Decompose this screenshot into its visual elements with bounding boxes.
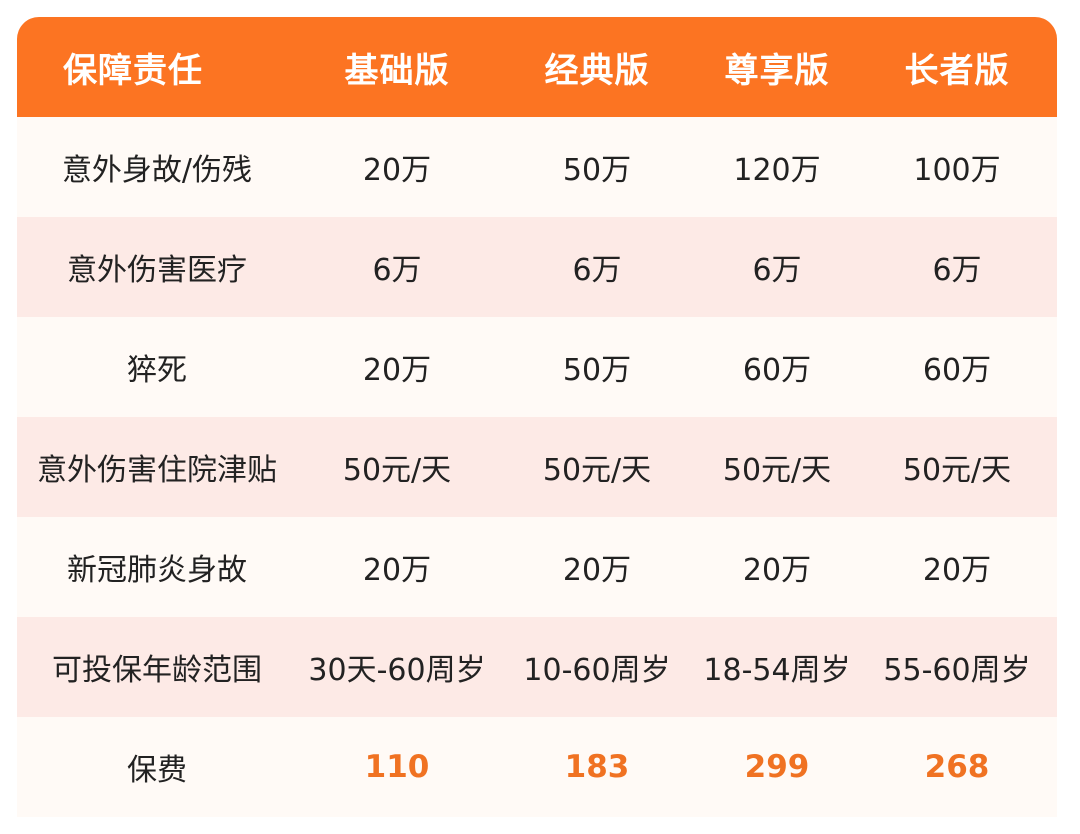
row-label: 保费 [127,753,187,788]
cell-premium: 50元/天 [722,453,832,488]
cell-premium: 120万 [733,153,821,188]
table-row: 意外身故/伤残 20万 50万 120万 100万 [17,117,1057,217]
cell-basic: 30天-60周岁 [308,653,486,688]
price-basic: 110 [364,749,430,785]
cell-classic: 6万 [572,253,622,288]
cell-senior: 50元/天 [902,453,1012,488]
table-row: 猝死 20万 50万 60万 60万 [17,317,1057,417]
cell-classic: 20万 [562,553,632,588]
header-senior-plan: 长者版 [904,50,1010,91]
cell-basic: 50元/天 [342,453,452,488]
cell-basic: 20万 [362,553,432,588]
cell-senior: 6万 [932,253,982,288]
price-classic: 183 [564,749,630,785]
header-premium-plan: 尊享版 [724,50,830,91]
row-label: 意外伤害住院津贴 [37,453,277,488]
table-row: 新冠肺炎身故 20万 20万 20万 20万 [17,517,1057,617]
cell-classic: 50元/天 [542,453,652,488]
row-label: 新冠肺炎身故 [67,553,247,588]
cell-basic: 20万 [362,353,432,388]
cell-basic: 6万 [372,253,422,288]
table-row: 意外伤害住院津贴 50元/天 50元/天 50元/天 50元/天 [17,417,1057,517]
cell-senior: 55-60周岁 [883,653,1031,688]
cell-premium: 6万 [752,253,802,288]
coverage-comparison-table: 保障责任 基础版 经典版 尊享版 长者版 意外身故/伤残 20万 50万 120… [17,17,1057,817]
table-row: 可投保年龄范围 30天-60周岁 10-60周岁 18-54周岁 55-60周岁 [17,617,1057,717]
cell-premium: 20万 [742,553,812,588]
table-header-row: 保障责任 基础版 经典版 尊享版 长者版 [17,17,1057,117]
row-label: 猝死 [127,353,187,388]
cell-classic: 10-60周岁 [523,653,671,688]
price-senior: 268 [924,749,990,785]
cell-premium: 18-54周岁 [703,653,851,688]
row-label: 可投保年龄范围 [52,653,262,688]
table-row: 意外伤害医疗 6万 6万 6万 6万 [17,217,1057,317]
cell-senior: 100万 [913,153,1001,188]
cell-classic: 50万 [562,353,632,388]
price-premium: 299 [744,749,810,785]
header-classic-plan: 经典版 [544,50,650,91]
cell-classic: 50万 [562,153,632,188]
header-basic-plan: 基础版 [344,50,450,91]
cell-premium: 60万 [742,353,812,388]
row-label: 意外伤害医疗 [67,253,247,288]
cell-senior: 20万 [922,553,992,588]
row-label: 意外身故/伤残 [61,153,253,188]
header-coverage-item: 保障责任 [63,50,203,91]
cell-basic: 20万 [362,153,432,188]
cell-senior: 60万 [922,353,992,388]
table-row-premium-price: 保费 110 183 299 268 [17,717,1057,817]
